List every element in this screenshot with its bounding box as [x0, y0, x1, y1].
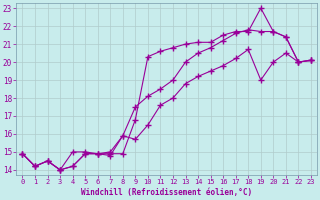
- X-axis label: Windchill (Refroidissement éolien,°C): Windchill (Refroidissement éolien,°C): [81, 188, 252, 197]
